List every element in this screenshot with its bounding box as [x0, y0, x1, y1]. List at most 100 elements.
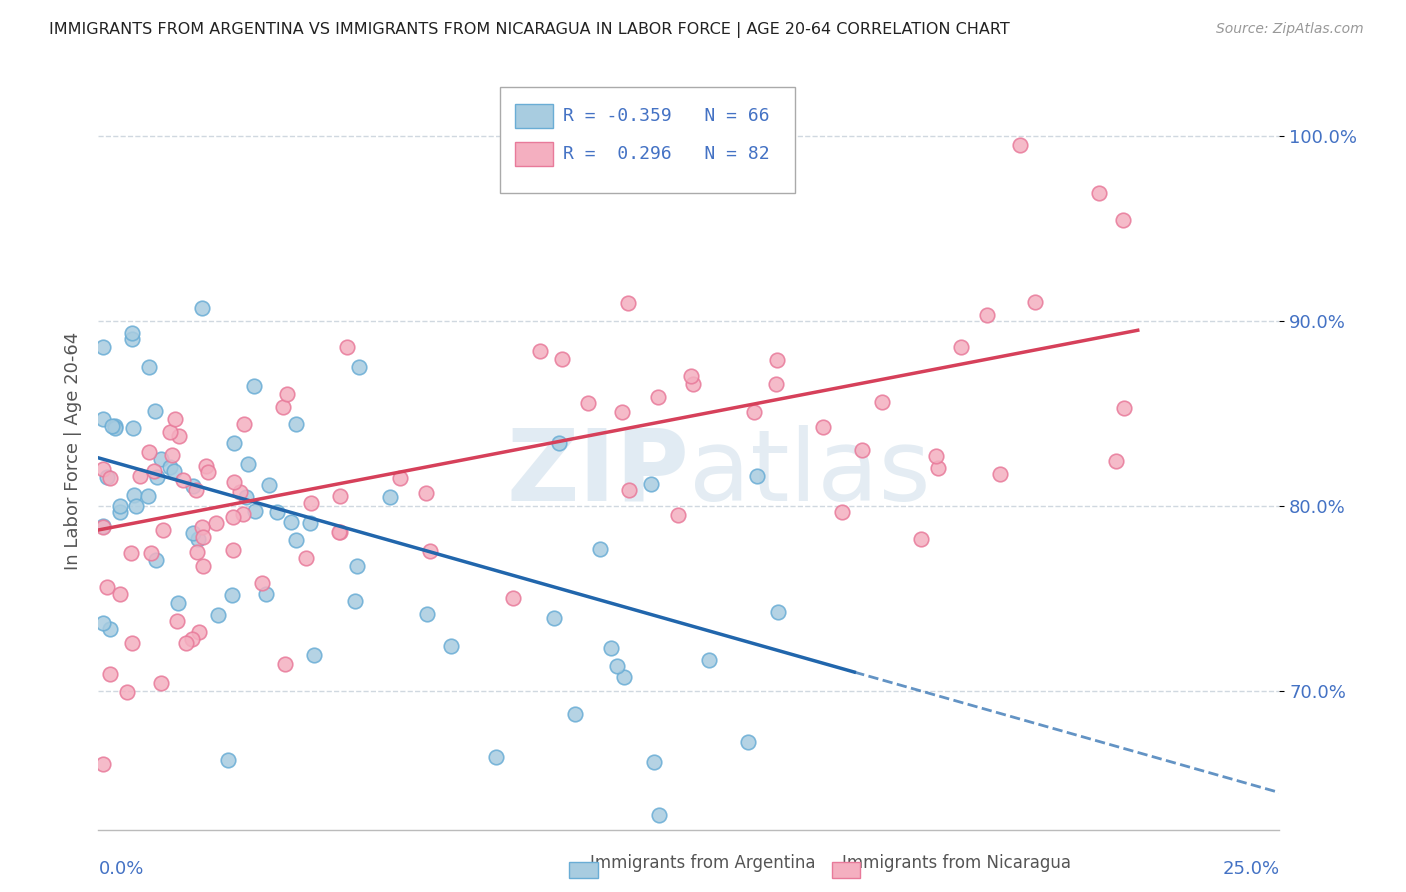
Point	[91, 519, 114, 533]
Point	[167, 596, 190, 610]
Point	[1024, 295, 1046, 310]
FancyBboxPatch shape	[501, 87, 796, 193]
Point	[232, 417, 254, 431]
Point	[640, 477, 662, 491]
Point	[647, 808, 669, 822]
Point	[254, 587, 277, 601]
Point	[180, 632, 202, 646]
Point	[184, 483, 207, 497]
Point	[104, 419, 127, 434]
Point	[229, 484, 252, 499]
Point	[1087, 186, 1109, 200]
Point	[243, 379, 266, 393]
Point	[298, 516, 321, 530]
Point	[589, 541, 612, 556]
Point	[697, 653, 720, 667]
Point	[1112, 212, 1135, 227]
Point	[266, 505, 288, 519]
Point	[121, 420, 143, 434]
Point	[543, 611, 565, 625]
Point	[207, 608, 229, 623]
Point	[143, 404, 166, 418]
Point	[186, 545, 208, 559]
Point	[564, 707, 586, 722]
Point	[766, 605, 789, 619]
Point	[125, 499, 148, 513]
Text: IMMIGRANTS FROM ARGENTINA VS IMMIGRANTS FROM NICARAGUA IN LABOR FORCE | AGE 20-6: IMMIGRANTS FROM ARGENTINA VS IMMIGRANTS …	[49, 22, 1010, 38]
Point	[224, 475, 246, 490]
Point	[742, 404, 765, 418]
Point	[610, 405, 633, 419]
Point	[191, 559, 214, 574]
Point	[416, 607, 439, 622]
Point	[205, 516, 228, 530]
Point	[117, 685, 139, 699]
Point	[98, 667, 121, 681]
Point	[98, 471, 121, 485]
Point	[194, 458, 217, 473]
Point	[647, 390, 669, 404]
Point	[276, 387, 298, 401]
Point	[378, 490, 401, 504]
Point	[336, 340, 359, 354]
Point	[122, 488, 145, 502]
Point	[159, 425, 181, 439]
Point	[96, 580, 118, 594]
Point	[159, 460, 181, 475]
Point	[599, 641, 621, 656]
Point	[1008, 138, 1031, 153]
Point	[121, 326, 143, 340]
Point	[232, 507, 254, 521]
Point	[152, 524, 174, 538]
Text: Immigrants from Argentina: Immigrants from Argentina	[591, 855, 815, 872]
Point	[91, 756, 114, 771]
Point	[143, 464, 166, 478]
Point	[617, 296, 640, 310]
Point	[169, 429, 191, 443]
Point	[128, 469, 150, 483]
Point	[976, 308, 998, 322]
Point	[96, 470, 118, 484]
Point	[302, 648, 325, 662]
Point	[183, 525, 205, 540]
Point	[328, 525, 350, 540]
Point	[100, 418, 122, 433]
Point	[548, 435, 571, 450]
Point	[747, 469, 769, 483]
Point	[145, 553, 167, 567]
Point	[613, 670, 636, 684]
Point	[104, 420, 127, 434]
Point	[250, 575, 273, 590]
Point	[485, 750, 508, 764]
Point	[163, 464, 186, 478]
Text: ZIP: ZIP	[506, 425, 689, 522]
Point	[299, 496, 322, 510]
Point	[259, 478, 281, 492]
Point	[190, 520, 212, 534]
Point	[188, 625, 211, 640]
Point	[243, 503, 266, 517]
Point	[502, 591, 524, 606]
Point	[285, 417, 308, 431]
Point	[295, 550, 318, 565]
Point	[236, 457, 259, 471]
Point	[644, 755, 666, 769]
Point	[91, 412, 114, 426]
Point	[235, 490, 257, 504]
Bar	[516, 104, 553, 128]
Point	[329, 489, 352, 503]
Text: Immigrants from Nicaragua: Immigrants from Nicaragua	[842, 855, 1070, 872]
Point	[166, 614, 188, 628]
Point	[197, 465, 219, 479]
Point	[419, 544, 441, 558]
Point	[682, 377, 704, 392]
Point	[108, 587, 131, 601]
Point	[163, 412, 186, 426]
Point	[174, 636, 197, 650]
Point	[193, 530, 215, 544]
Point	[91, 615, 114, 630]
Point	[138, 359, 160, 374]
Point	[172, 473, 194, 487]
Point	[927, 461, 949, 475]
Point	[98, 622, 121, 636]
